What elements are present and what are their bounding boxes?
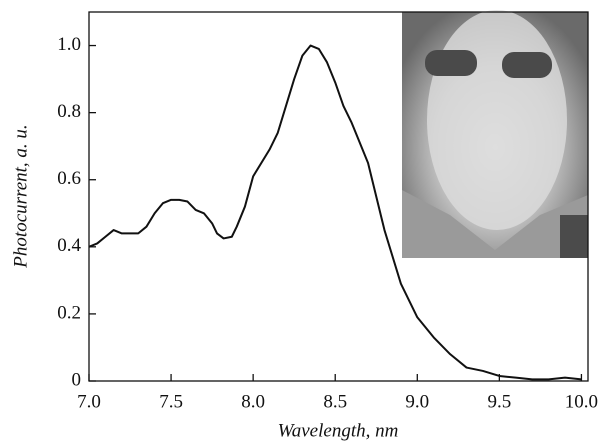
y-tick-label: 0 bbox=[72, 369, 82, 390]
x-tick-label: 8.5 bbox=[323, 391, 347, 412]
line-series bbox=[88, 44, 582, 381]
y-tick-label: 0.2 bbox=[57, 302, 81, 323]
x-tick-label: 8.0 bbox=[241, 391, 265, 412]
x-tick-label: 7.5 bbox=[159, 391, 183, 412]
y-axis-label: Photocurrent, a. u. bbox=[10, 124, 31, 268]
inset-image bbox=[402, 10, 588, 258]
x-tick-label: 9.5 bbox=[487, 391, 511, 412]
x-tick-label: 7.0 bbox=[77, 391, 101, 412]
x-axis-label: Wavelength, nm bbox=[278, 420, 399, 441]
plot-frame bbox=[88, 11, 589, 382]
x-tick-label: 9.0 bbox=[405, 391, 429, 412]
y-tick-label: 0.8 bbox=[57, 101, 81, 122]
y-tick-label: 1.0 bbox=[57, 34, 81, 55]
y-tick-label: 0.6 bbox=[57, 168, 81, 189]
y-tick-label: 0.4 bbox=[57, 235, 81, 256]
x-tick-label: 10.0 bbox=[565, 391, 598, 412]
